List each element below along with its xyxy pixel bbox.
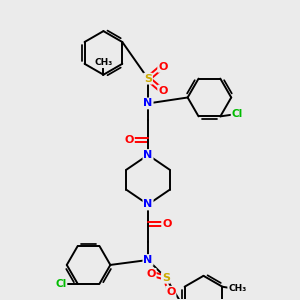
Text: O: O <box>124 135 134 145</box>
Text: N: N <box>143 98 153 108</box>
Text: CH₃: CH₃ <box>94 58 112 67</box>
Text: N: N <box>143 255 153 265</box>
Text: O: O <box>158 62 168 72</box>
Text: O: O <box>162 219 172 229</box>
Text: Cl: Cl <box>232 110 243 119</box>
Text: N: N <box>143 150 153 160</box>
Text: S: S <box>144 74 152 84</box>
Text: N: N <box>143 200 153 209</box>
Text: O: O <box>146 269 156 279</box>
Text: CH₃: CH₃ <box>228 284 246 293</box>
Text: S: S <box>162 273 170 283</box>
Text: Cl: Cl <box>55 279 67 289</box>
Text: O: O <box>158 85 168 96</box>
Text: O: O <box>166 287 176 297</box>
